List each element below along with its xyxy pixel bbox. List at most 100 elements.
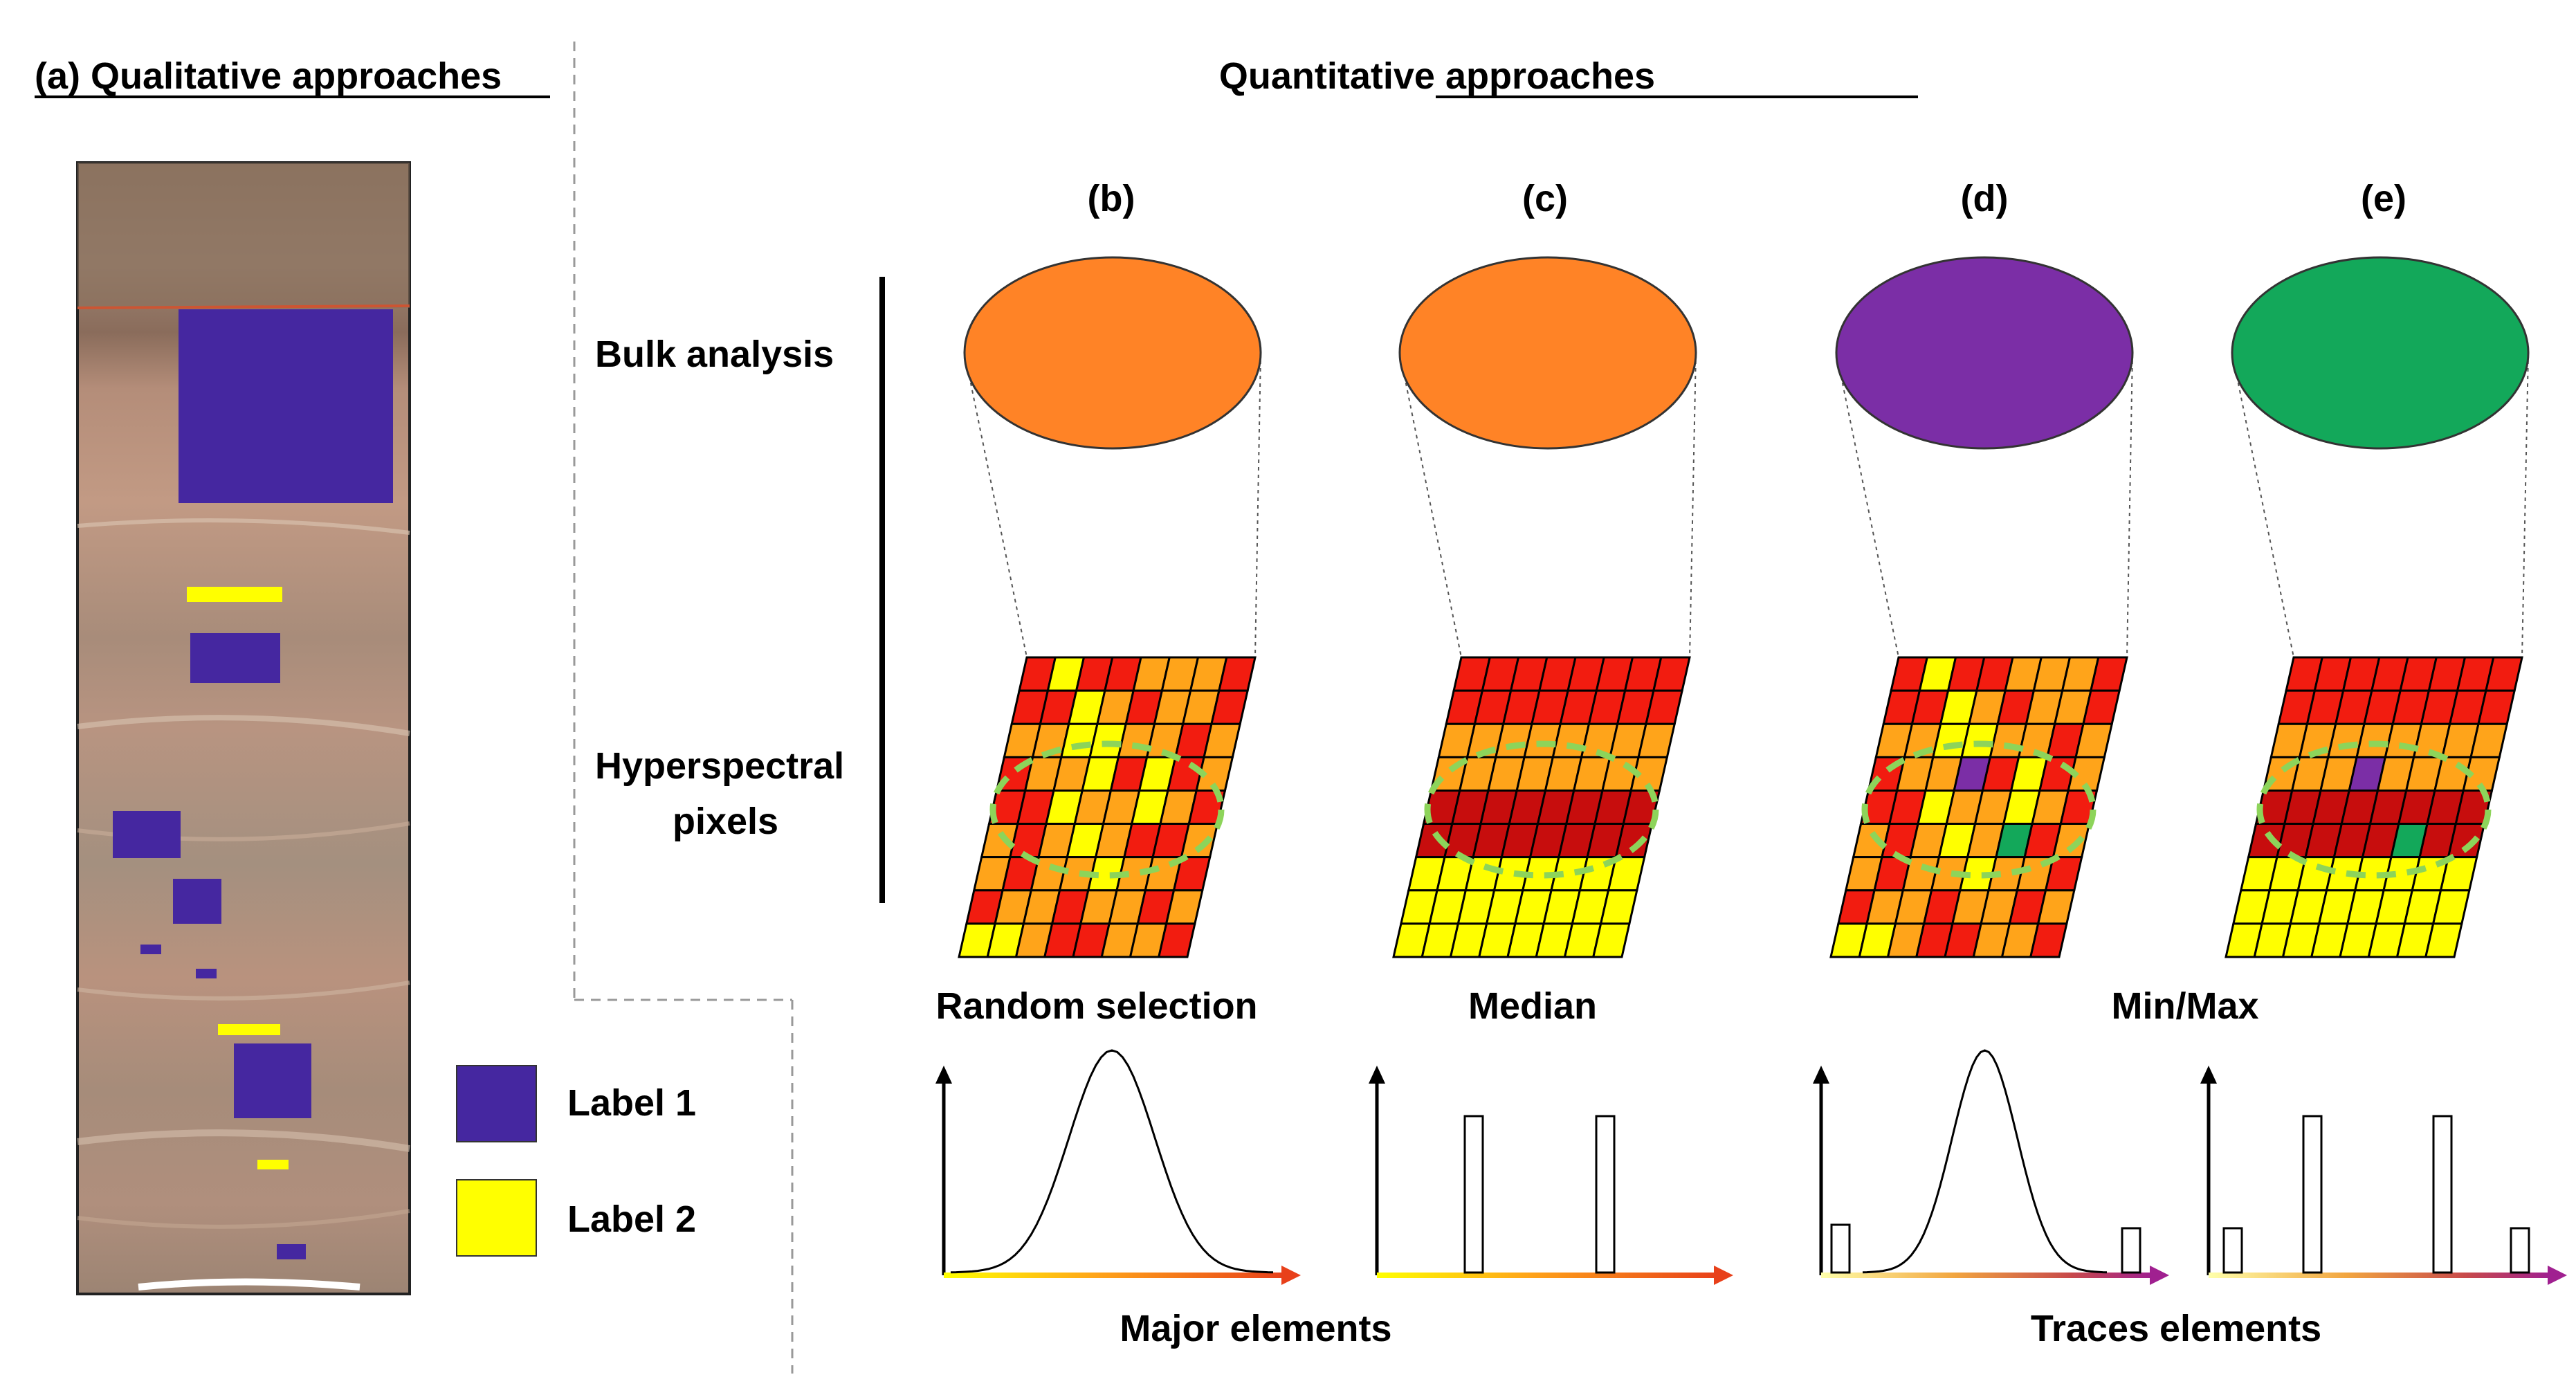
legend-swatch-label-2 [456,1179,537,1257]
panel-label-e: (e) [2361,178,2406,219]
y-axis-arrowhead [2200,1066,2217,1084]
pixel-grids [958,656,2523,958]
histogram-0 [935,1049,1301,1285]
qualitative-title: (a) Qualitative approaches [35,55,502,97]
legend-label-1: Label 1 [567,1082,696,1124]
label-1-region [179,309,393,503]
label-1-region [113,811,181,858]
pixel-cell [1164,889,1204,925]
x-axis-gradient [2209,1273,2550,1278]
pixel-cell [1637,722,1677,758]
region-of-interest-ellipse [1424,740,1659,879]
zoom-lines [964,352,2529,658]
bulk-ellipses [963,256,2530,450]
x-axis-arrowhead [1281,1266,1301,1285]
label-1-region [190,633,280,683]
zoom-line [2521,352,2529,658]
label-1-region [196,969,217,978]
row-label-bulk: Bulk analysis [595,334,834,375]
pixel-grid-b [958,656,1257,958]
quantitative-title: Quantitative approaches [1219,55,1655,97]
row-label-pixels-2: pixels [673,801,778,842]
panel-label-b: (b) [1088,178,1135,219]
method-label-median: Median [1468,985,1597,1027]
bulk-sample-ellipse [963,256,1262,450]
method-label-random: Random selection [935,985,1257,1027]
pixel-cell [2036,889,2076,925]
legend-swatch-label-1 [456,1065,537,1142]
legend-label-2: Label 2 [567,1198,696,1240]
pixel-cell [2431,889,2471,925]
label-1-region [234,1043,311,1118]
y-axis-arrowhead [1813,1066,1829,1084]
label-2-region [218,1024,280,1035]
zoom-line [1254,352,1261,658]
row-label-pixels-1: Hyperspectral [595,745,844,787]
pixel-cell [1217,656,1257,692]
pixel-cell [2484,656,2523,692]
pixel-grid-d [1829,656,2128,958]
histogram-bar [1830,1223,1851,1274]
bottom-label-major: Major elements [1120,1308,1391,1349]
panel-label-c: (c) [1522,178,1568,219]
histogram-bar [2222,1227,2243,1274]
distribution-curve [950,1049,1274,1274]
pixel-cell [2074,722,2114,758]
pixel-cell [2469,722,2509,758]
zoom-line [964,352,1027,658]
pixel-grid-c [1392,656,1691,958]
y-axis-arrowhead [935,1066,952,1084]
pixel-grid-e [2225,656,2523,958]
label-1-region [173,879,221,924]
panel-label-d: (d) [1961,178,2009,219]
y-axis-arrowhead [1369,1066,1385,1084]
pixel-cell [2089,656,2128,692]
pixel-cell [1599,889,1638,925]
label-1-region [140,945,161,954]
histogram-1 [1369,1066,1733,1285]
pixel-cell [1645,689,1683,725]
histogram-2 [1813,1049,2169,1285]
pixel-cell [1591,922,1631,958]
x-axis-arrowhead [2548,1266,2567,1285]
x-axis-gradient [1377,1273,1717,1278]
histograms [935,1049,2567,1285]
pixel-cell [1203,722,1242,758]
pixel-cell [2477,689,2516,725]
label-2-region [187,587,282,602]
histogram-bar [2432,1115,2453,1274]
pixel-cell [1157,922,1196,958]
region-of-interest-ellipse [2256,740,2492,879]
zoom-line [1689,352,1697,658]
histogram-bar [2121,1227,2141,1274]
pixel-cell [1652,656,1691,692]
pixel-cell [1210,689,1249,725]
histogram-bar [2510,1227,2530,1274]
core-label-2-regions [187,587,289,1169]
pixel-cell [2424,922,2463,958]
bulk-sample-ellipse [1398,256,1697,450]
region-of-interest-ellipse [1861,740,2097,879]
bulk-sample-ellipse [2231,256,2530,450]
zoom-line [2231,352,2294,658]
label-1-region [277,1244,306,1259]
x-axis-gradient [1821,1273,2153,1278]
pixel-cell [2082,689,2121,725]
region-of-interest-ellipse [989,740,1225,879]
x-axis-arrowhead [2150,1266,2169,1285]
histogram-bar [1595,1115,1616,1274]
pixel-cell [2029,922,2068,958]
histogram-bar [1463,1115,1484,1274]
histogram-3 [2200,1066,2567,1285]
distribution-curve [1862,1049,2108,1274]
zoom-line [1399,352,1462,658]
zoom-line [1836,352,1899,658]
label-2-region [257,1160,289,1169]
x-axis-arrowhead [1714,1266,1733,1285]
histogram-bar [2302,1115,2323,1274]
bottom-label-traces: Traces elements [2031,1308,2321,1349]
zoom-line [2126,352,2133,658]
method-label-minmax: Min/Max [2111,985,2258,1027]
x-axis-gradient [944,1273,1284,1278]
core-label-1-regions [113,309,393,1259]
